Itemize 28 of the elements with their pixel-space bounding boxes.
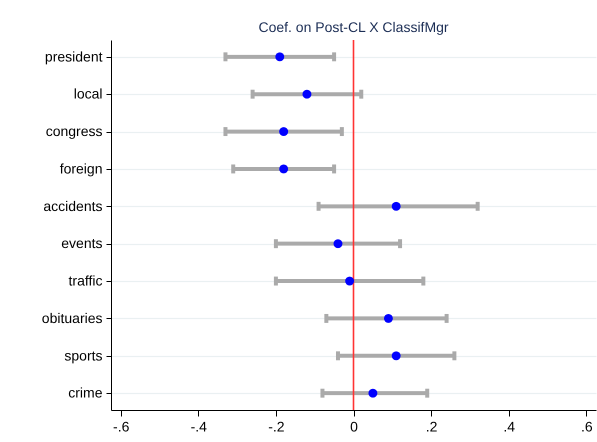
y-tick-label: traffic [68, 272, 102, 289]
point [368, 388, 378, 398]
point [392, 351, 401, 360]
x-tick-label: -.2 [268, 418, 285, 434]
point [334, 239, 342, 248]
point [275, 52, 284, 62]
y-tick-label: congress [46, 123, 102, 140]
point [392, 202, 401, 211]
point [279, 127, 288, 136]
chart-title: Coef. on Post-CL X ClassifMgr [258, 19, 449, 36]
y-tick-label: foreign [60, 160, 102, 176]
point [302, 90, 312, 99]
y-tick-label: local [74, 86, 102, 102]
point [384, 314, 393, 323]
x-tick-label: -.4 [190, 418, 208, 434]
x-tick-label: .2 [426, 418, 438, 434]
x-tick-label: -.6 [113, 418, 130, 434]
x-tick-label: .6 [580, 418, 593, 434]
y-tick-label: obituaries [42, 310, 102, 326]
point [279, 164, 288, 174]
y-tick-label: sports [64, 347, 102, 364]
x-tick-label: .4 [503, 418, 516, 434]
y-tick-label: accidents [43, 198, 102, 214]
x-tick-label: 0 [350, 418, 358, 434]
point [345, 276, 354, 286]
y-tick-label: president [44, 48, 103, 64]
y-tick-label: crime [68, 384, 103, 401]
y-tick-label: events [61, 235, 102, 252]
